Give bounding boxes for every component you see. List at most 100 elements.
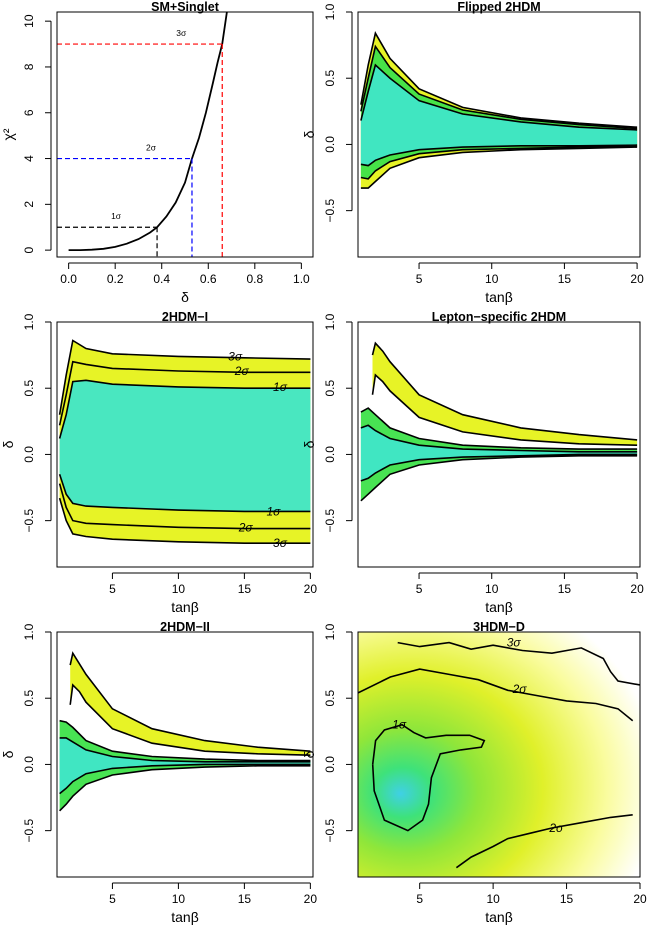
x-tick-label: 15 [238,892,252,906]
y-tick-label: 0.0 [323,756,337,773]
contour-line [360,453,638,482]
contour-line [360,407,638,450]
band-fill-2 [59,380,311,512]
contour-label: 1σ [273,380,288,394]
contour-line [59,764,311,812]
x-tick-label: 5 [109,892,116,906]
y-tick-label: −0.5 [323,198,337,222]
contour-label: 1σ [392,718,407,732]
panel-title: Flipped 2HDM [457,0,540,14]
y-tick-label: 0 [22,246,36,253]
x-axis-label: tanβ [485,909,513,925]
panel-title: SM+Singlet [151,0,220,14]
plot-area [58,339,311,545]
plot-area [358,632,640,877]
x-tick-label: 0.6 [200,272,217,286]
contour-line [58,379,311,439]
chi2-curve [68,12,228,252]
band-fill-2 [360,425,638,481]
x-tick-label: 10 [485,582,499,596]
contour-line [58,474,311,513]
x-tick-label: 20 [304,892,318,906]
contour-line [360,145,638,180]
x-axis-label: δ [181,289,189,305]
y-tick-label: 6 [22,109,36,116]
y-tick-label: 0.5 [323,380,337,397]
y-tick-label: 1.0 [22,623,36,640]
contour-label: 2σ [512,682,528,696]
band-fill-1 [59,720,311,811]
heat-map [358,632,640,877]
band-fill-0 [372,343,638,446]
plot-frame [357,631,641,878]
y-tick-label: 0.5 [22,690,36,707]
contour-line [371,723,486,832]
contour-line [360,63,638,131]
contour-label: 2σ [234,364,250,378]
panel-title: 2HDM−I [162,310,208,324]
contour-line [360,424,638,453]
contour-label: 2σ [548,821,564,835]
y-axis-label: δ [301,440,317,448]
y-tick-label: 0.5 [323,690,337,707]
x-tick-label: 15 [558,582,572,596]
contour-line [58,483,311,530]
contour-label: 3σ [273,536,288,550]
x-tick-label: 5 [416,892,423,906]
contour-label: 3σ [507,636,522,650]
y-tick-label: 1.0 [323,3,337,20]
panel-title: Lepton−specific 2HDM [432,310,566,324]
threshold-label: 1σ [111,211,122,221]
contour-line [360,146,638,189]
x-tick-label: 10 [172,892,186,906]
y-axis-label: δ [0,440,16,448]
y-tick-label: 0.5 [323,70,337,87]
contour-line [358,668,634,722]
y-axis-label: δ [301,130,317,138]
contour-line [397,641,640,686]
threshold-label: 3σ [176,28,187,38]
x-tick-label: 5 [416,582,423,596]
x-axis-label: tanβ [171,909,199,925]
x-tick-label: 0.0 [60,272,77,286]
contour-line [360,144,638,167]
y-tick-label: 2 [22,201,36,208]
x-tick-label: 10 [172,582,186,596]
contour-line [58,497,311,545]
x-tick-label: 5 [416,272,423,286]
y-tick-label: 1.0 [323,313,337,330]
panel-sm-singlet: 1σ 2σ 3σ 0.0 0.2 0.4 0.6 0.8 1.0 0 2 4 6 8 10 SM+Single… [0,0,314,305]
x-tick-label: 10 [485,272,499,286]
contour-line [69,683,311,756]
x-tick-label: 20 [633,892,647,906]
x-tick-label: 0.4 [153,272,170,286]
x-tick-label: 15 [558,272,572,286]
x-axis-label: tanβ [485,289,513,305]
y-tick-label: 0.0 [323,446,337,463]
plot-frame [357,11,641,258]
y-axis-label: δ [301,750,317,758]
plot-area [360,31,638,189]
plot-area [57,12,228,257]
contour-line [360,454,638,502]
contour-line [371,373,638,446]
contour-line [58,339,311,415]
y-tick-label: −0.5 [323,818,337,842]
contour-line [360,31,638,128]
band-fill-0 [70,653,311,756]
y-tick-label: 8 [22,63,36,70]
x-tick-label: 15 [560,892,574,906]
plot-frame [56,631,314,878]
y-tick-label: −0.5 [22,508,36,532]
panel-3hdm-d: 3σ 2σ 1σ 2σ 5 10 15 20 −0.5 0.0 0.5 1.0 3HDM−D tanβ δ [301,620,647,925]
plot-area [360,341,638,502]
band-fill-2 [360,65,638,166]
band-fill-2 [59,737,311,794]
contour-line [59,719,311,762]
y-tick-label: −0.5 [323,508,337,532]
threshold-label: 2σ [146,143,157,153]
x-tick-label: 20 [304,582,318,596]
x-tick-label: 5 [109,582,116,596]
